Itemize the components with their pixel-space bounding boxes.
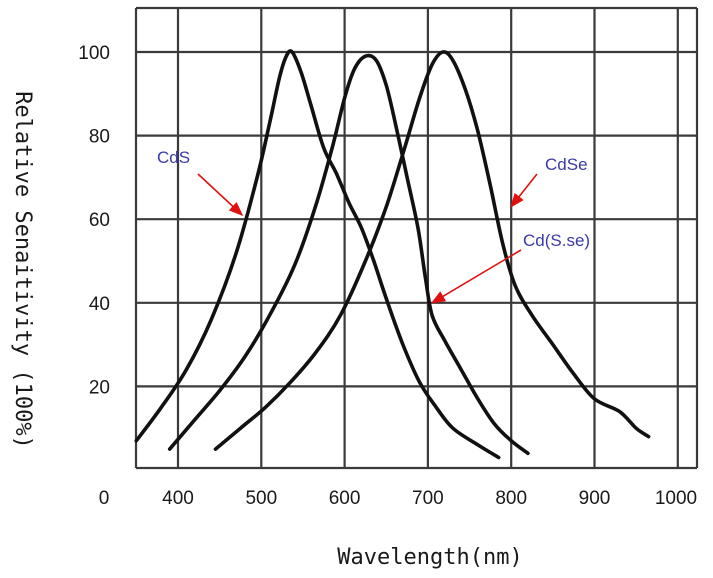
x-tick-label: 900 (579, 488, 611, 509)
grid (134, 6, 699, 470)
series-line-cdse (213, 50, 651, 451)
x-tick-label: 700 (412, 488, 444, 509)
annotation-arrow-cdse (510, 173, 538, 208)
x-tick-label: 400 (162, 488, 194, 509)
series-lines (134, 49, 651, 460)
series-line-cd-s-se (167, 53, 530, 456)
x-tick-label: 0 (99, 488, 110, 509)
annotation-label-cd-s-se: Cd(S.se) (523, 231, 590, 250)
x-tick-labels: 0 400 500 600 700 800 900 1000 (99, 488, 697, 509)
x-tick-label: 500 (245, 488, 277, 509)
y-tick-labels: 20 40 60 80 100 (78, 43, 110, 398)
annotation-arrow-cds (197, 173, 244, 217)
y-tick-label: 20 (89, 377, 110, 398)
x-axis-title: Wavelength(nm) (337, 545, 522, 570)
y-tick-label: 100 (78, 43, 110, 64)
x-tick-label: 1000 (655, 488, 697, 509)
annotation-label-cdse: CdSe (545, 155, 588, 174)
annotations: CdS CdSe Cd(S.se) (157, 148, 590, 304)
y-axis-title: Relative Senaitivity (100%) (10, 91, 35, 449)
series-line-cds (134, 49, 501, 460)
annotation-arrow-cd-s-se (430, 249, 522, 304)
y-tick-label: 80 (89, 127, 110, 148)
annotation-label-cds: CdS (157, 148, 190, 167)
y-tick-label: 60 (89, 210, 110, 231)
x-tick-label: 600 (329, 488, 361, 509)
x-tick-label: 800 (495, 488, 527, 509)
y-tick-label: 40 (89, 294, 110, 315)
